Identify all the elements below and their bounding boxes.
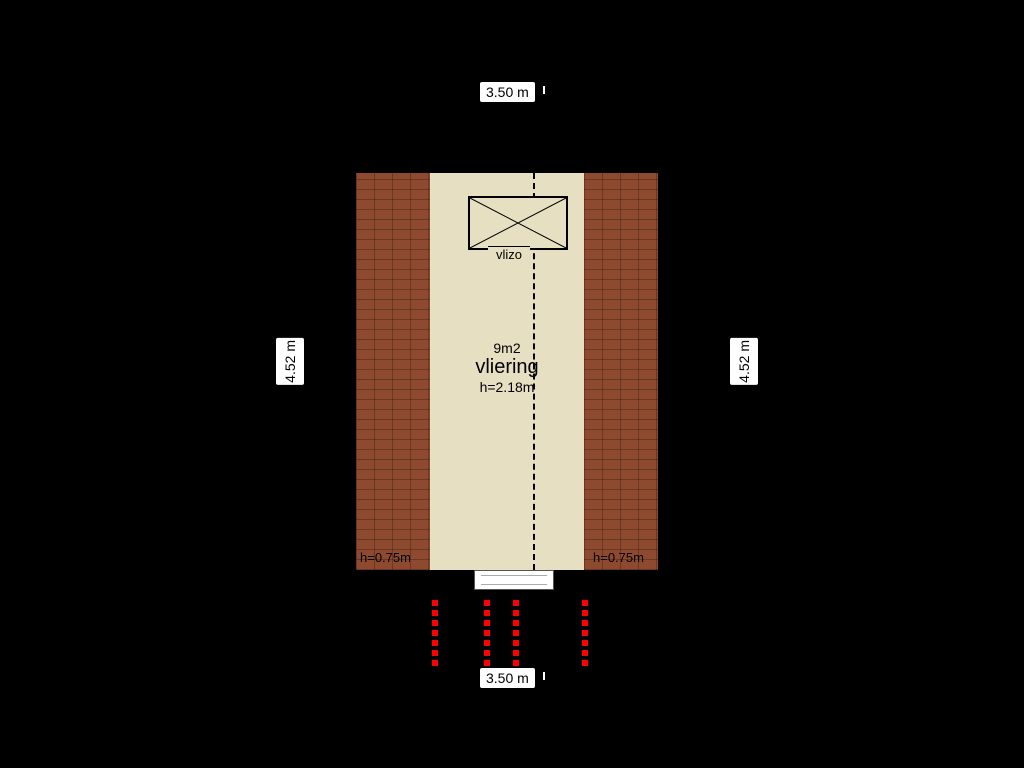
dim-bottom-label: 3.50 m	[480, 668, 535, 688]
window-sill	[474, 570, 554, 590]
dim-left-label: 4.52 m	[276, 338, 304, 385]
height-right-label: h=0.75m	[593, 550, 644, 565]
red-marker-col-4	[582, 600, 588, 666]
hatch-diagonals	[470, 198, 566, 248]
room-info: 9m2 vliering h=2.18m	[440, 340, 574, 395]
red-marker-col-3	[513, 600, 519, 666]
roof-left	[356, 173, 430, 570]
dim-top-label: 3.50 m	[480, 82, 535, 102]
roof-right	[584, 173, 658, 570]
height-left-label: h=0.75m	[360, 550, 411, 565]
dim-right-label: 4.52 m	[730, 338, 758, 385]
room-name: vliering	[440, 356, 574, 379]
dim-bottom-tick	[543, 672, 545, 680]
room-height: h=2.18m	[440, 379, 574, 395]
room-area: 9m2	[440, 340, 574, 356]
hatch-box	[468, 196, 568, 250]
hatch-label: vlizo	[488, 246, 530, 262]
floorplan-canvas: 3.50 m 3.50 m 4.52 m 4.52 m vlizo 9m2 vl…	[0, 0, 1024, 768]
red-marker-col-1	[432, 600, 438, 666]
dim-top-tick-left	[543, 86, 545, 94]
red-marker-col-2	[484, 600, 490, 666]
